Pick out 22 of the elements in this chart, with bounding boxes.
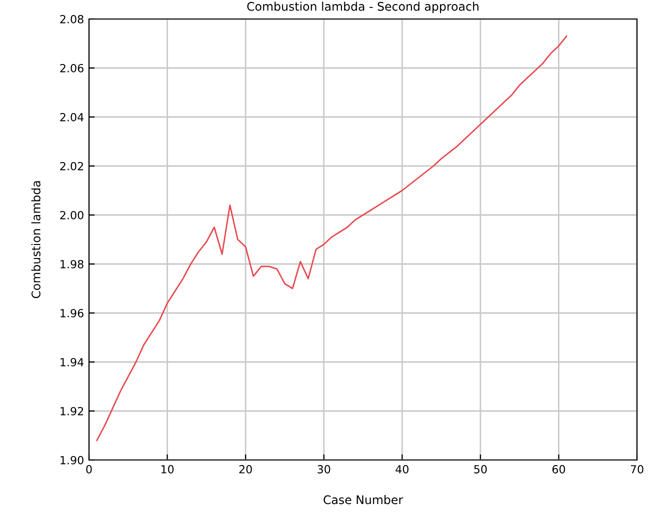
y-tick-label: 2.04	[60, 112, 84, 122]
y-tick-label: 2.02	[60, 162, 84, 170]
y-tick-label: 1.90	[60, 456, 84, 464]
x-tick-label: 70	[630, 465, 644, 474]
x-tick-label: 40	[396, 465, 408, 474]
x-tick-label: 60	[552, 465, 566, 474]
x-tick-label: 30	[318, 465, 330, 474]
x-tick-label: 20	[239, 465, 252, 474]
x-tick-label: 0	[86, 465, 92, 474]
chart-title: Combustion lambda - Second approach	[247, 2, 478, 14]
y-tick-label: 1.98	[60, 260, 84, 268]
y-tick-label: 2.08	[60, 14, 84, 24]
x-tick-label: 10	[161, 465, 174, 474]
y-tick-label: 1.94	[60, 358, 84, 366]
y-tick-label: 1.92	[60, 406, 84, 416]
y-tick-label: 2.06	[60, 64, 84, 72]
x-tick-label: 50	[474, 465, 487, 474]
y-axis-title: Combustion lambda	[31, 181, 40, 298]
x-axis-title: Case Number	[324, 495, 404, 504]
y-tick-label: 2.00	[60, 210, 84, 220]
y-tick-label: 1.96	[60, 308, 84, 318]
line-series	[96, 35, 568, 442]
